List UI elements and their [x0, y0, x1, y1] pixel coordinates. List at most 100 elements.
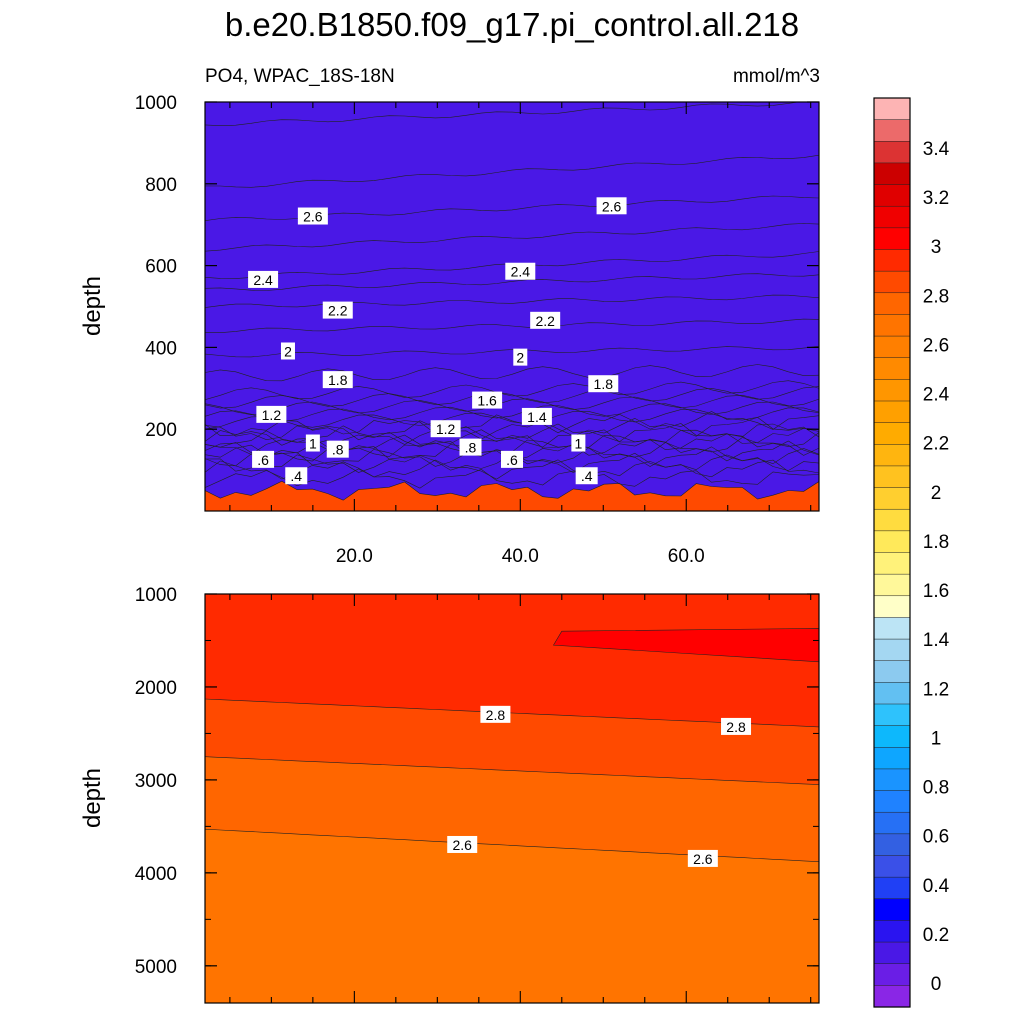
colorbar-swatch	[873, 985, 911, 1008]
x-tick-label: 20.0	[336, 546, 373, 567]
colorbar-swatch	[873, 833, 911, 857]
x-tick-label: 60.0	[668, 546, 705, 567]
colorbar-swatch	[873, 941, 911, 965]
colorbar-swatch	[873, 357, 911, 380]
contour-label: 2.4	[248, 270, 279, 288]
colorbar-swatch	[873, 552, 911, 575]
colorbar-swatch	[873, 227, 911, 251]
contour-band	[205, 594, 819, 727]
colorbar-label: 2.8	[923, 286, 949, 307]
colorbar-swatch	[873, 682, 911, 705]
contour-label-text: .6	[257, 452, 269, 468]
contour-label-bg	[430, 420, 461, 438]
upper-plot-frame	[204, 101, 820, 512]
contour-label-text: 2.8	[486, 707, 506, 723]
contour-label-bg	[256, 405, 287, 423]
colorbar-swatch	[873, 184, 911, 207]
contour-label: 1.2	[430, 420, 461, 438]
lower-contour-fills	[205, 594, 819, 1003]
contour-label: 1.4	[521, 407, 552, 425]
colorbar-label: 3.4	[923, 139, 950, 160]
lower-axis-ticks: 1000 2000 3000 4000 5000	[135, 585, 819, 1003]
y-tick-label: 1000	[135, 585, 177, 606]
contour-line	[205, 468, 819, 489]
lower-panel: 2.8 2.8 2.6 2.6 1000 2000 3000 4000 5000 depth	[79, 585, 820, 1004]
contour-label-text: 2.4	[253, 272, 273, 288]
contour-label: 2	[513, 348, 528, 366]
colorbar-swatch	[873, 920, 911, 943]
contour-label: .6	[501, 450, 523, 468]
contour-label-text: 1.2	[262, 407, 282, 423]
x-tick-label: 40.0	[502, 546, 539, 567]
colorbar-swatch	[873, 660, 911, 683]
contour-label-text: 2.6	[303, 209, 323, 225]
y-tick-label: 4000	[135, 864, 177, 885]
contour-line	[205, 294, 819, 308]
contour-line	[205, 154, 819, 188]
contour-label-bg	[521, 407, 552, 425]
colorbar-swatch	[873, 487, 911, 510]
contour-label: .4	[285, 467, 308, 485]
contour-label-text: 2.2	[328, 303, 348, 319]
contour-label-text: .8	[332, 442, 344, 458]
colorbar-swatch	[873, 400, 911, 424]
contour-label-bg	[280, 342, 295, 360]
contour-label-text: 2	[284, 343, 292, 359]
contour-label-bg	[285, 467, 308, 485]
colorbar: 3.4 3.2 3 2.8 2.6 2.4 2.2 2 1.8 1.6 1.4 1.2 1 0.8 0.6 0…	[873, 97, 950, 1008]
colorbar-swatch	[873, 97, 911, 121]
colorbar-swatch	[873, 876, 911, 900]
contour-label-bg	[459, 438, 482, 456]
contour-label-bg	[575, 467, 598, 485]
contour-label-bg	[480, 705, 511, 723]
contour-label: .8	[459, 438, 482, 456]
contour-label-text: .4	[581, 468, 593, 484]
contour-label-bg	[530, 311, 561, 329]
contour-label: 2	[280, 342, 295, 360]
contour-band	[205, 102, 819, 501]
contour-label-text: 2.6	[602, 198, 622, 214]
colorbar-swatch	[873, 725, 911, 748]
colorbar-label: 0.8	[923, 778, 949, 799]
contour-line	[205, 223, 819, 252]
lower-contour-labels: 2.8 2.8 2.6 2.6	[447, 705, 752, 867]
contour-label-text: 2.2	[535, 313, 555, 329]
contour-label: 2.2	[530, 311, 561, 329]
contour-label: 2.6	[687, 849, 718, 867]
contour-label: .6	[252, 450, 275, 468]
contour-label: .4	[575, 467, 598, 485]
colorbar-label: 1.4	[923, 630, 950, 651]
colorbar-swatch	[873, 379, 911, 402]
y-tick-label: 1000	[135, 93, 177, 114]
colorbar-label: 2	[931, 483, 942, 504]
contour-line	[205, 345, 819, 358]
colorbar-swatch	[873, 595, 911, 618]
contour-label-bg	[472, 391, 503, 409]
figure-title: b.e20.B1850.f09_g17.pi_control.all.218	[225, 6, 799, 43]
colorbar-swatch	[873, 162, 911, 186]
colorbar-label: 2.2	[923, 434, 949, 455]
contour-label-text: 2.6	[452, 837, 472, 853]
contour-label-bg	[687, 849, 718, 867]
colorbar-label: 0.4	[923, 876, 950, 897]
colorbar-swatch	[873, 270, 911, 294]
contour-label: 2.8	[721, 717, 752, 735]
y-tick-label: 3000	[135, 771, 177, 792]
colorbar-label: 3.2	[923, 188, 949, 209]
contour-label-text: .4	[290, 468, 302, 484]
contour-label: 2.2	[322, 301, 353, 319]
colorbar-swatch	[873, 314, 911, 337]
contour-line	[205, 480, 819, 501]
contour-label-text: 2.4	[511, 264, 531, 280]
colorbar-swatch	[873, 811, 911, 835]
colorbar-swatch	[873, 249, 911, 272]
colorbar-label: 1.6	[923, 581, 949, 602]
contour-label-text: 1.4	[527, 409, 547, 425]
contour-label-text: 1	[309, 436, 317, 452]
colorbar-label: 1	[931, 728, 942, 749]
colorbar-swatch	[873, 638, 911, 662]
contour-label-bg	[326, 440, 349, 458]
contour-label-bg	[322, 371, 353, 389]
colorbar-swatch	[873, 855, 911, 878]
